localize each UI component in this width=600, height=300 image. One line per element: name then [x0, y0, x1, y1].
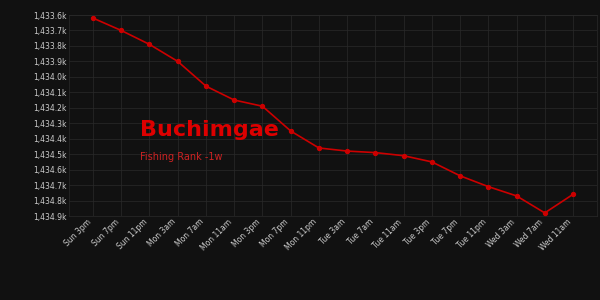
Point	[484, 184, 493, 189]
Point	[286, 129, 295, 134]
Point	[145, 42, 154, 47]
Point	[512, 194, 521, 198]
Point	[540, 211, 550, 215]
Point	[314, 146, 323, 150]
Point	[343, 149, 352, 154]
Point	[399, 153, 409, 158]
Point	[229, 98, 239, 102]
Point	[88, 16, 98, 20]
Point	[173, 59, 182, 64]
Point	[455, 173, 465, 178]
Point	[201, 84, 211, 88]
Point	[568, 192, 578, 197]
Point	[427, 160, 437, 164]
Text: Buchimgae: Buchimgae	[140, 119, 279, 140]
Text: Fishing Rank -1w: Fishing Rank -1w	[140, 152, 223, 162]
Point	[116, 28, 126, 33]
Point	[257, 104, 267, 109]
Point	[371, 150, 380, 155]
